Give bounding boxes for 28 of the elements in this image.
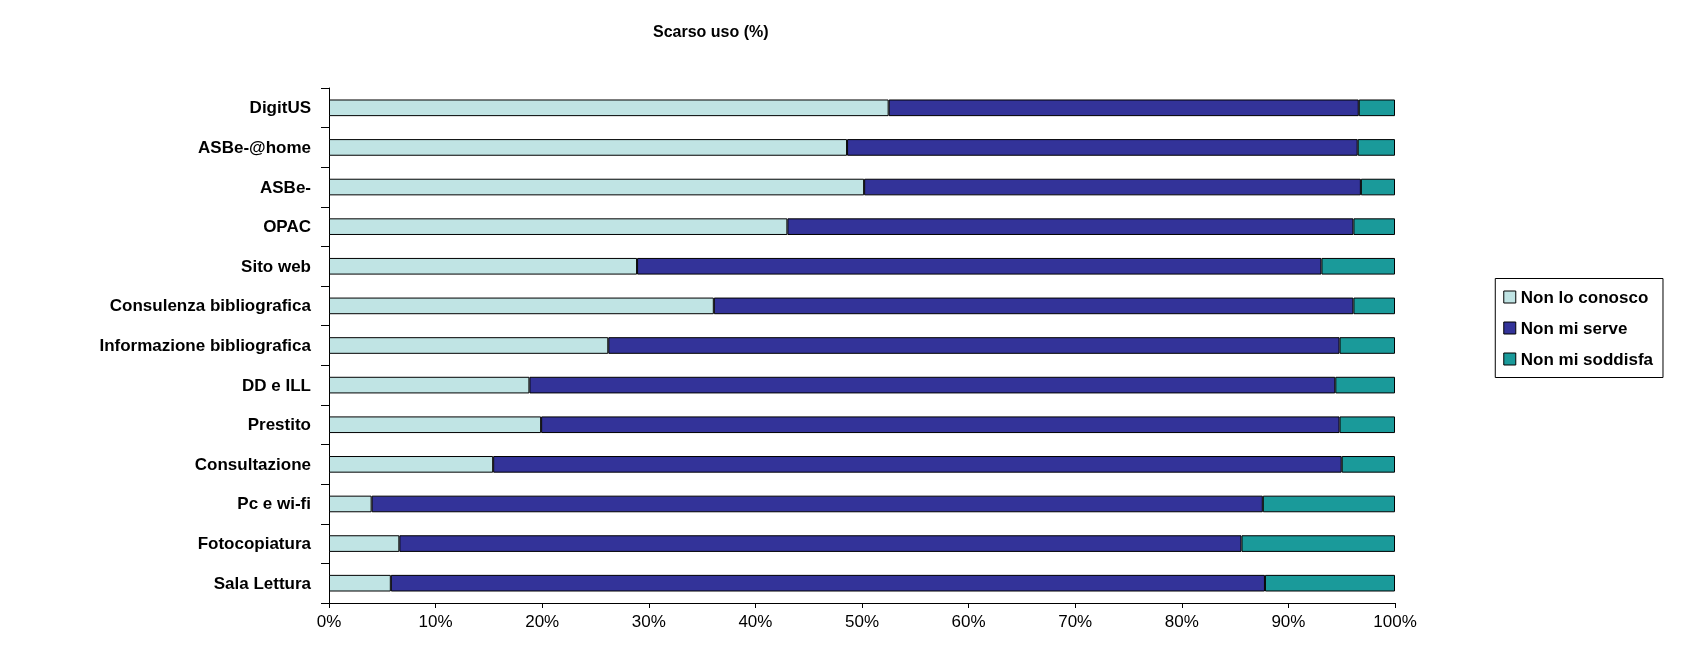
- legend-label: Non lo conosco: [1520, 287, 1649, 307]
- y-tick-label: OPAC: [263, 217, 311, 237]
- y-tick-label: ASBe-: [259, 177, 311, 197]
- x-tick-label: 10%: [418, 612, 453, 631]
- legend-label: Non mi serve: [1520, 318, 1628, 338]
- x-tick-label: 40%: [738, 612, 773, 631]
- x-tick-label: 20%: [525, 612, 560, 631]
- y-tick-label: Sito web: [241, 256, 311, 276]
- y-tick-label: Informazione bibliografica: [99, 336, 312, 355]
- x-tick-label: 60%: [951, 612, 986, 631]
- x-tick-label: 30%: [631, 612, 666, 631]
- x-tick-label: 80%: [1164, 612, 1199, 631]
- y-tick-label: Sala Lettura: [213, 573, 312, 593]
- x-tick-label: 50%: [844, 612, 880, 631]
- chart-title: Scarso uso (%): [653, 22, 769, 40]
- x-tick-label: 100%: [1373, 612, 1417, 631]
- y-tick-label: Prestito: [247, 415, 311, 435]
- x-tick-label: 90%: [1271, 612, 1306, 631]
- y-tick-label: DigitUS: [249, 98, 311, 118]
- y-tick-label: Consulenza bibliografica: [109, 296, 312, 316]
- x-tick-label: 70%: [1058, 612, 1093, 631]
- y-tick-label: Consultazione: [194, 454, 311, 474]
- y-tick-label: Pc e wi-fi: [237, 494, 311, 514]
- y-tick-label: Fotocopiatura: [197, 534, 312, 554]
- x-tick-label: 0%: [316, 612, 342, 631]
- y-tick-label: DD e ILL: [242, 375, 311, 395]
- legend-label: Non mi soddisfa: [1520, 349, 1654, 369]
- y-tick-label: ASBe-@home: [198, 137, 311, 157]
